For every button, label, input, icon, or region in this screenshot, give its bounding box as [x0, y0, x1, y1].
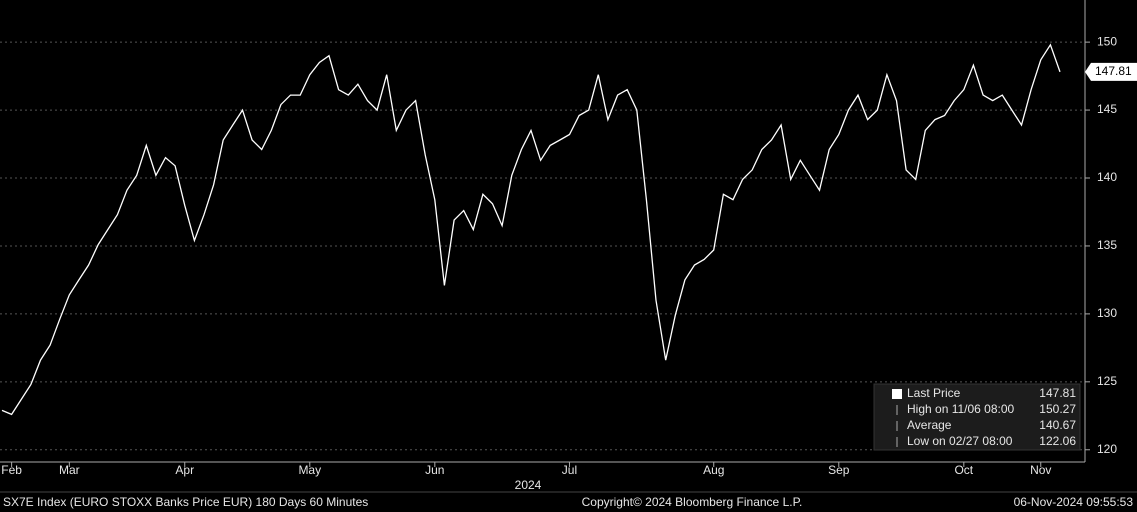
legend-label: Low on 02/27 08:00	[907, 434, 1013, 448]
year-label: 2024	[515, 478, 542, 492]
footer-center: Copyright© 2024 Bloomberg Finance L.P.	[582, 495, 803, 509]
y-tick-label: 125	[1097, 374, 1117, 388]
legend-box	[873, 383, 1081, 451]
price-line	[1, 43, 1061, 416]
legend-value: 147.81	[1039, 386, 1076, 400]
y-tick-label: 120	[1097, 442, 1117, 456]
legend-value: 122.06	[1039, 434, 1076, 448]
x-tick-label: Jun	[425, 463, 444, 477]
y-tick-label: 130	[1097, 306, 1117, 320]
last-price-label: 147.81	[1095, 64, 1132, 78]
x-tick-label: Mar	[59, 463, 80, 477]
y-tick-label: 140	[1097, 170, 1117, 184]
y-tick-label: 145	[1097, 102, 1117, 116]
x-tick-label: Jul	[562, 463, 577, 477]
y-tick-label: 150	[1097, 34, 1117, 48]
x-tick-label: Feb	[1, 463, 22, 477]
footer-right: 06-Nov-2024 09:55:53	[1014, 495, 1134, 509]
x-tick-label: May	[298, 463, 321, 477]
legend-label: Last Price	[907, 386, 961, 400]
x-tick-label: Apr	[175, 463, 194, 477]
legend-label: High on 11/06 08:00	[907, 402, 1015, 416]
legend-swatch	[892, 389, 902, 399]
last-price-tag	[1085, 62, 1137, 81]
legend-label: Average	[907, 418, 952, 432]
footer-left: SX7E Index (EURO STOXX Banks Price EUR) …	[3, 495, 368, 509]
x-tick-label: Oct	[954, 463, 973, 477]
x-tick-label: Nov	[1030, 463, 1051, 477]
x-tick-label: Aug	[703, 463, 724, 477]
legend-value: 150.27	[1039, 402, 1076, 416]
legend-value: 140.67	[1039, 418, 1076, 432]
y-tick-label: 135	[1097, 238, 1117, 252]
x-tick-label: Sep	[828, 463, 850, 477]
